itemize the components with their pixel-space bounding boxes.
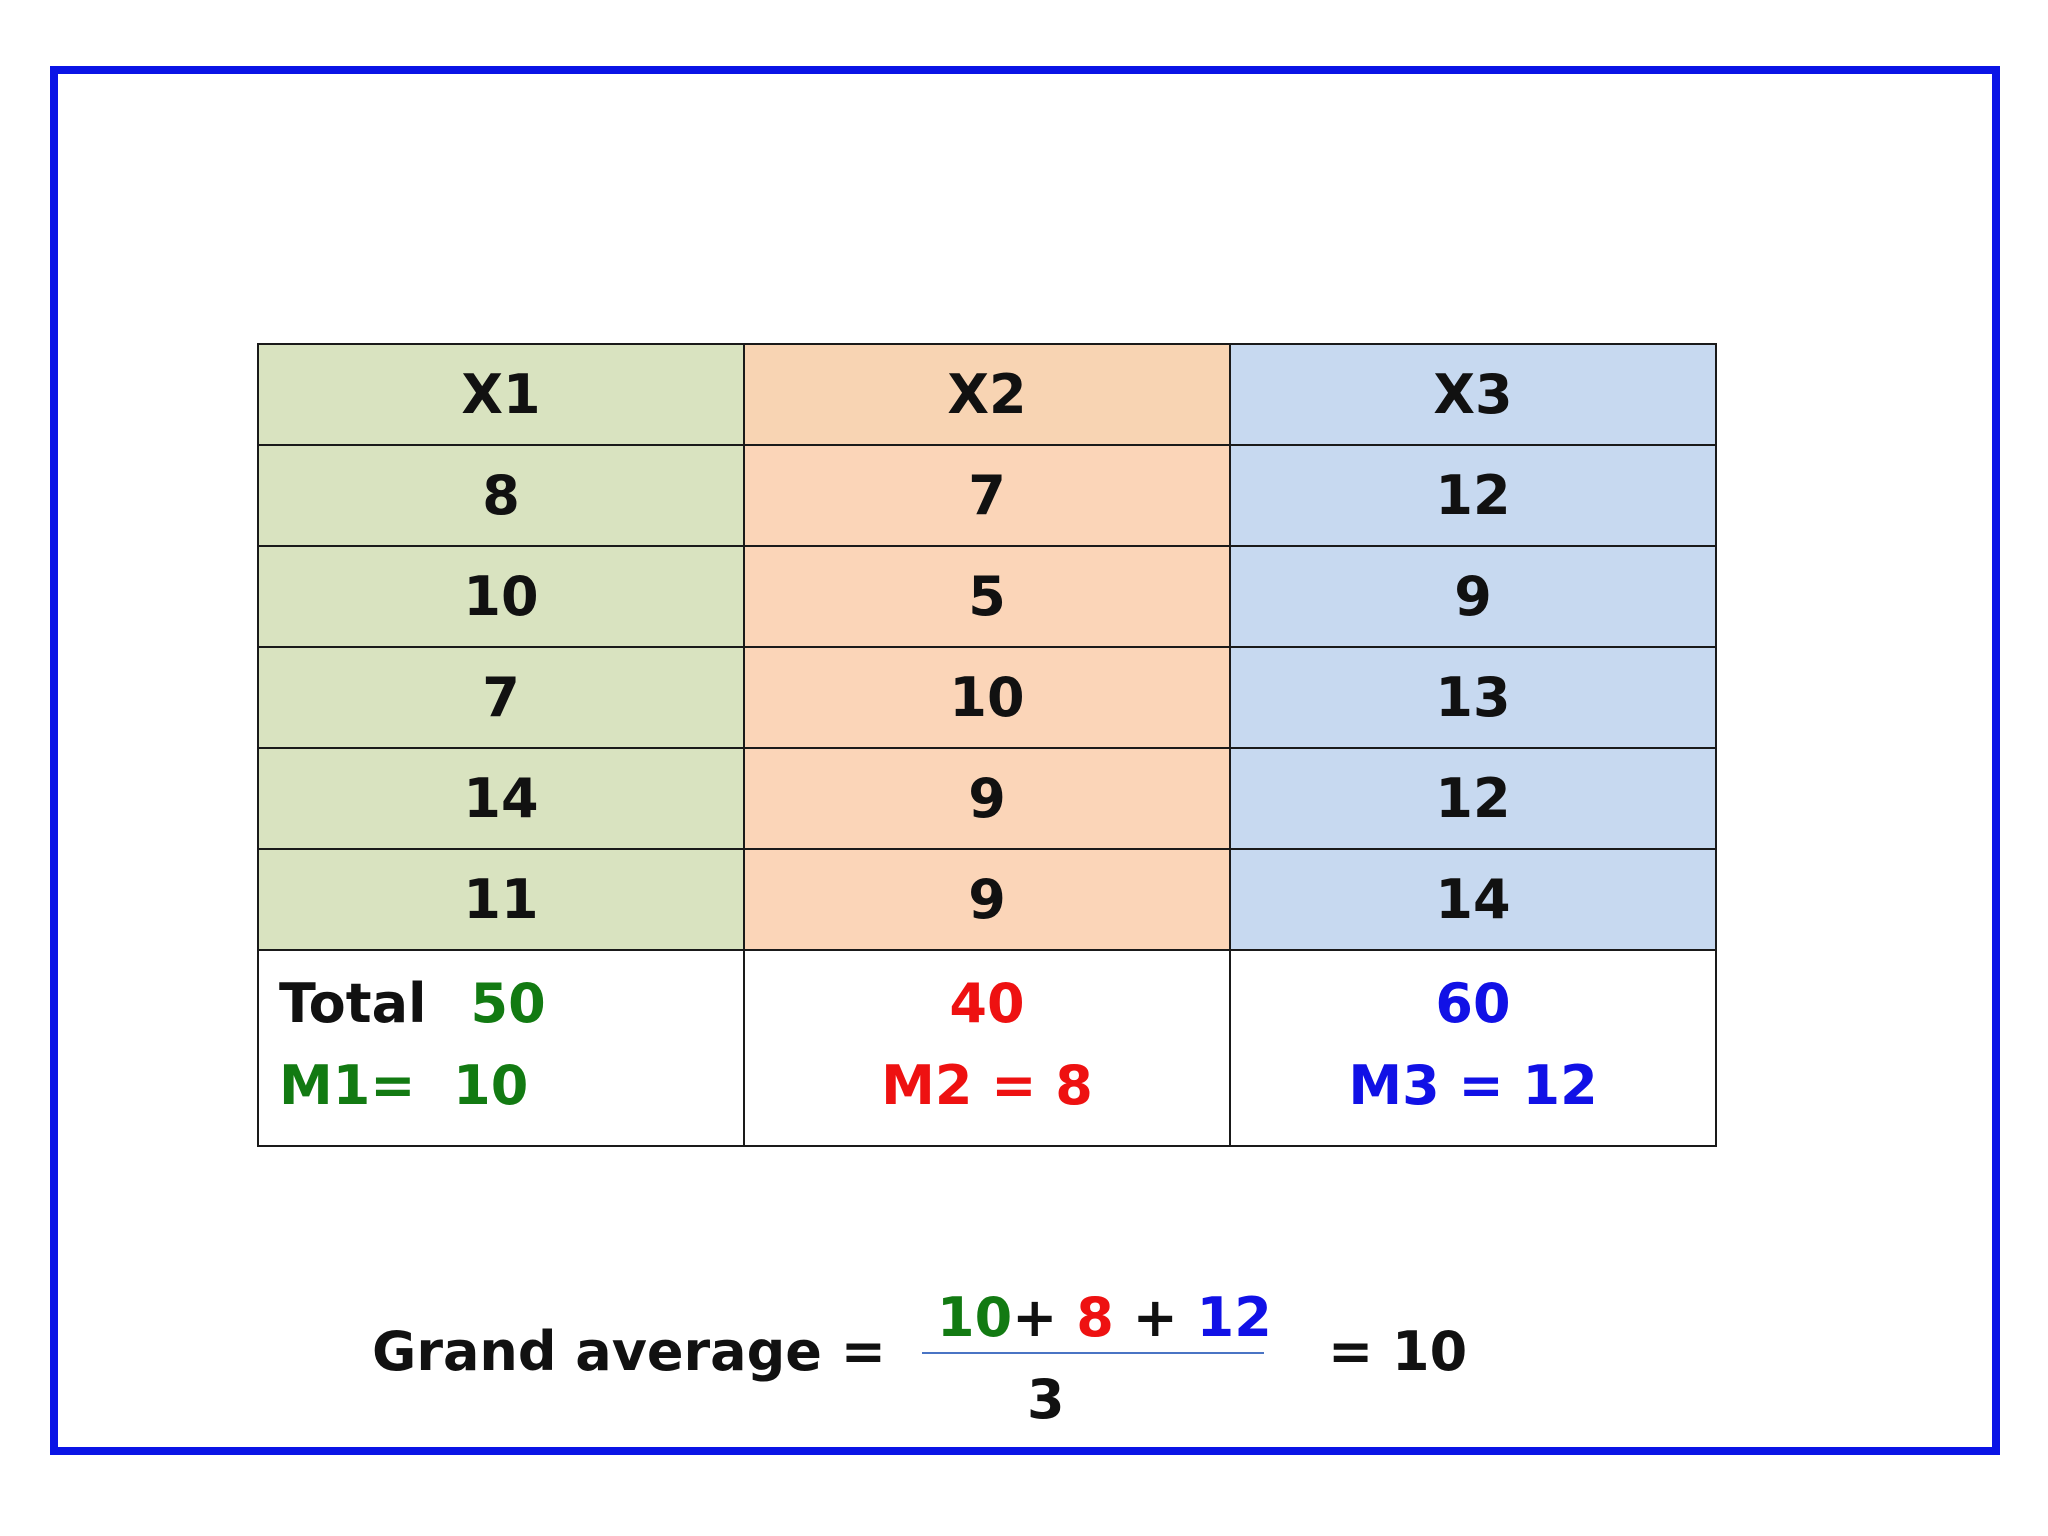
table-row: 10 5 9 <box>257 545 1717 648</box>
cell-x1: 7 <box>257 646 745 749</box>
summary-x3: 60 M3 = 12 <box>1229 949 1717 1147</box>
header-x1: X1 <box>257 343 745 446</box>
cell-x1: 14 <box>257 747 745 850</box>
cell-x2: 10 <box>743 646 1231 749</box>
header-x3: X3 <box>1229 343 1717 446</box>
data-table: X1 X2 X3 8 7 12 10 5 9 7 10 13 14 9 12 1… <box>257 343 1717 1147</box>
total-label: Total <box>279 972 427 1035</box>
cell-x1: 10 <box>257 545 745 648</box>
mean-x1: M1= 10 <box>279 1054 529 1117</box>
table-row: 8 7 12 <box>257 444 1717 547</box>
header-row: X1 X2 X3 <box>257 343 1717 446</box>
summary-x1: Total 50 M1= 10 <box>257 949 745 1147</box>
mean-x3: M3 = 12 <box>1348 1054 1598 1117</box>
header-x2: X2 <box>743 343 1231 446</box>
cell-x3: 9 <box>1229 545 1717 648</box>
total-line-x1: Total 50 <box>279 963 743 1045</box>
cell-x2: 5 <box>743 545 1231 648</box>
table-row: 14 9 12 <box>257 747 1717 850</box>
grand-average-label: Grand average = <box>372 1320 886 1383</box>
numerator-m3: 12 <box>1196 1286 1272 1349</box>
total-x1: 50 <box>470 972 546 1035</box>
summary-x2: 40 M2 = 8 <box>743 949 1231 1147</box>
mean-x2: M2 = 8 <box>881 1054 1093 1117</box>
cell-x1: 11 <box>257 848 745 951</box>
cell-x2: 9 <box>743 747 1231 850</box>
cell-x2: 9 <box>743 848 1231 951</box>
table-row: 7 10 13 <box>257 646 1717 749</box>
formula-denominator: 3 <box>1027 1368 1065 1431</box>
cell-x1: 8 <box>257 444 745 547</box>
total-x3: 60 <box>1435 972 1511 1035</box>
numerator-m1: 10 <box>937 1286 1013 1349</box>
fraction-bar <box>922 1352 1264 1354</box>
formula-result: = 10 <box>1328 1320 1468 1383</box>
cell-x3: 13 <box>1229 646 1717 749</box>
numerator-plus-1: + <box>1012 1286 1077 1349</box>
cell-x3: 12 <box>1229 444 1717 547</box>
cell-x2: 7 <box>743 444 1231 547</box>
numerator-m2: 8 <box>1076 1286 1114 1349</box>
cell-x3: 14 <box>1229 848 1717 951</box>
numerator-plus-2: + <box>1113 1286 1197 1349</box>
table-row: 11 9 14 <box>257 848 1717 951</box>
total-x2: 40 <box>949 972 1025 1035</box>
summary-row: Total 50 M1= 10 40 M2 = 8 60 M3 = 12 <box>257 949 1717 1147</box>
formula-numerator: 10+ 8 + 12 <box>937 1286 1272 1349</box>
cell-x3: 12 <box>1229 747 1717 850</box>
